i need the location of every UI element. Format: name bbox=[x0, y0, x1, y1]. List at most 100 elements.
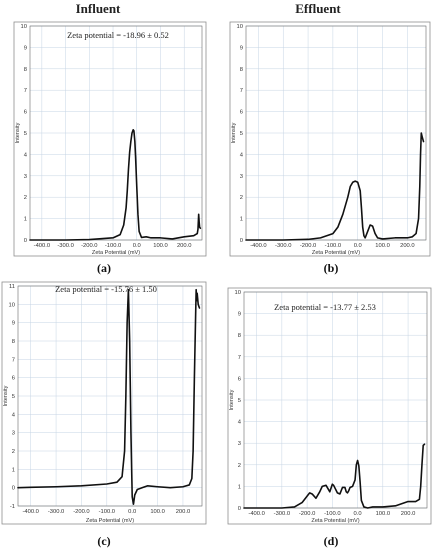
x-tick-label: -200.0 bbox=[81, 243, 97, 249]
x-tick-label: -100.0 bbox=[325, 243, 341, 249]
x-tick-label: -300.0 bbox=[48, 509, 64, 515]
column-title-effluent: Effluent bbox=[295, 1, 341, 16]
x-tick-label: -400.0 bbox=[34, 243, 50, 249]
y-tick-label: 0 bbox=[24, 238, 27, 244]
series-line bbox=[245, 132, 425, 241]
y-tick-label: 1 bbox=[12, 467, 15, 473]
x-tick-label: -300.0 bbox=[57, 243, 73, 249]
x-tick-label: 200.0 bbox=[176, 509, 191, 515]
y-tick-label: 10 bbox=[9, 302, 15, 308]
x-tick-label: -100.0 bbox=[105, 243, 121, 249]
x-tick-label: -300.0 bbox=[275, 243, 291, 249]
y-tick-label: 6 bbox=[12, 376, 15, 382]
y-tick-label: 3 bbox=[238, 441, 241, 447]
x-tick-label: 0.0 bbox=[133, 243, 141, 249]
panel-frame bbox=[13, 21, 207, 257]
y-axis-label: Intensity bbox=[3, 385, 9, 406]
y-tick-label: 7 bbox=[12, 357, 15, 363]
y-tick-label: 9 bbox=[238, 312, 241, 318]
plot-area-border bbox=[29, 25, 203, 241]
y-tick-label: 9 bbox=[24, 45, 27, 51]
y-tick-label: 10 bbox=[235, 290, 241, 296]
y-tick-label: 0 bbox=[240, 238, 243, 244]
y-axis-label: Intensity bbox=[231, 122, 237, 143]
y-tick-label: 6 bbox=[238, 376, 241, 382]
x-tick-label: -400.0 bbox=[248, 511, 264, 517]
x-tick-label: 100.0 bbox=[150, 509, 165, 515]
y-tick-label: 2 bbox=[240, 195, 243, 201]
y-tick-label: 2 bbox=[24, 195, 27, 201]
x-tick-label: 0.0 bbox=[128, 509, 136, 515]
y-axis-label: Intensity bbox=[229, 389, 235, 410]
y-tick-label: 7 bbox=[238, 355, 241, 361]
y-tick-label: 9 bbox=[240, 45, 243, 51]
x-tick-label: -100.0 bbox=[99, 509, 115, 515]
y-tick-label: 4 bbox=[24, 152, 28, 158]
plot-area-border bbox=[17, 285, 203, 507]
panel-label-b: (b) bbox=[324, 261, 339, 275]
x-tick-label: 100.0 bbox=[376, 511, 391, 517]
y-tick-label: 5 bbox=[238, 398, 241, 404]
x-tick-label: -200.0 bbox=[299, 511, 315, 517]
x-tick-label: 0.0 bbox=[354, 243, 362, 249]
series-line bbox=[29, 128, 202, 241]
y-tick-label: 5 bbox=[240, 131, 243, 137]
x-tick-label: 0.0 bbox=[354, 511, 362, 517]
y-tick-label: 9 bbox=[12, 321, 15, 327]
y-tick-label: 0 bbox=[12, 486, 15, 492]
y-tick-label: 4 bbox=[12, 412, 16, 418]
y-tick-label: 7 bbox=[240, 88, 243, 94]
column-title-influent: Influent bbox=[76, 1, 121, 16]
panel-label-a: (a) bbox=[97, 261, 111, 275]
x-tick-label: 200.0 bbox=[401, 511, 416, 517]
y-tick-label: 5 bbox=[12, 394, 15, 400]
y-tick-label: 10 bbox=[237, 24, 243, 30]
panel-label-c: (c) bbox=[97, 534, 110, 548]
chart-panel-a: -400.0 -300.0 -200.0 -100.0 0.0 100.0 200.0 0 1 2… bbox=[13, 21, 207, 257]
zeta-potential-annotation: Zeta potential = -18.96 ± 0.52 bbox=[67, 30, 169, 40]
series-line bbox=[243, 443, 426, 509]
y-tick-label: 2 bbox=[238, 463, 241, 469]
x-tick-label: -400.0 bbox=[22, 509, 38, 515]
x-axis-label: Zeta Potential (mV) bbox=[311, 518, 359, 524]
y-tick-label: 11 bbox=[9, 284, 15, 290]
chart-panel-d: -400.0 -300.0 -200.0 -100.0 0.0 100.0 200.0 0 1 2… bbox=[227, 287, 432, 525]
x-tick-label: -400.0 bbox=[250, 243, 266, 249]
series-line bbox=[17, 288, 201, 505]
y-tick-label: 6 bbox=[24, 110, 27, 116]
x-axis-label: Zeta Potential (mV) bbox=[312, 250, 360, 256]
panel-frame bbox=[229, 21, 431, 257]
panel-frame bbox=[227, 287, 432, 525]
y-tick-label: 3 bbox=[12, 431, 15, 437]
y-tick-label: 3 bbox=[24, 174, 27, 180]
y-tick-label: 8 bbox=[238, 333, 241, 339]
y-tick-label: 1 bbox=[240, 217, 243, 223]
x-axis-label: Zeta Potential (mV) bbox=[86, 518, 134, 524]
x-tick-label: -200.0 bbox=[300, 243, 316, 249]
chart-panel-c: -400.0 -300.0 -200.0 -100.0 0.0 100.0 200.0 -1 0… bbox=[1, 281, 207, 525]
y-tick-label: 0 bbox=[238, 506, 241, 512]
y-tick-label: 8 bbox=[240, 67, 243, 73]
x-tick-label: -200.0 bbox=[73, 509, 89, 515]
y-tick-label: 8 bbox=[12, 339, 15, 345]
y-tick-label: 8 bbox=[24, 67, 27, 73]
y-tick-label: 1 bbox=[24, 217, 27, 223]
y-tick-label: 10 bbox=[21, 24, 27, 30]
y-tick-label: 5 bbox=[24, 131, 27, 137]
y-tick-label: 4 bbox=[240, 152, 244, 158]
y-tick-label: 4 bbox=[238, 420, 242, 426]
x-tick-label: 100.0 bbox=[375, 243, 390, 249]
y-tick-label: -1 bbox=[10, 504, 15, 510]
y-tick-label: 3 bbox=[240, 174, 243, 180]
y-axis-label: Intensity bbox=[15, 122, 21, 143]
y-tick-label: 6 bbox=[240, 110, 243, 116]
y-tick-label: 2 bbox=[12, 449, 15, 455]
x-tick-label: 100.0 bbox=[153, 243, 168, 249]
plot-area-border bbox=[243, 291, 428, 509]
chart-panel-b: -400.0 -300.0 -200.0 -100.0 0.0 100.0 200.0 0 1 2… bbox=[229, 21, 431, 257]
zeta-potential-annotation: Zeta potential = -15.76 ± 1.50 bbox=[55, 284, 157, 294]
zeta-potential-annotation: Zeta potential = -13.77 ± 2.53 bbox=[274, 302, 376, 312]
y-tick-label: 7 bbox=[24, 88, 27, 94]
x-tick-label: -300.0 bbox=[274, 511, 290, 517]
